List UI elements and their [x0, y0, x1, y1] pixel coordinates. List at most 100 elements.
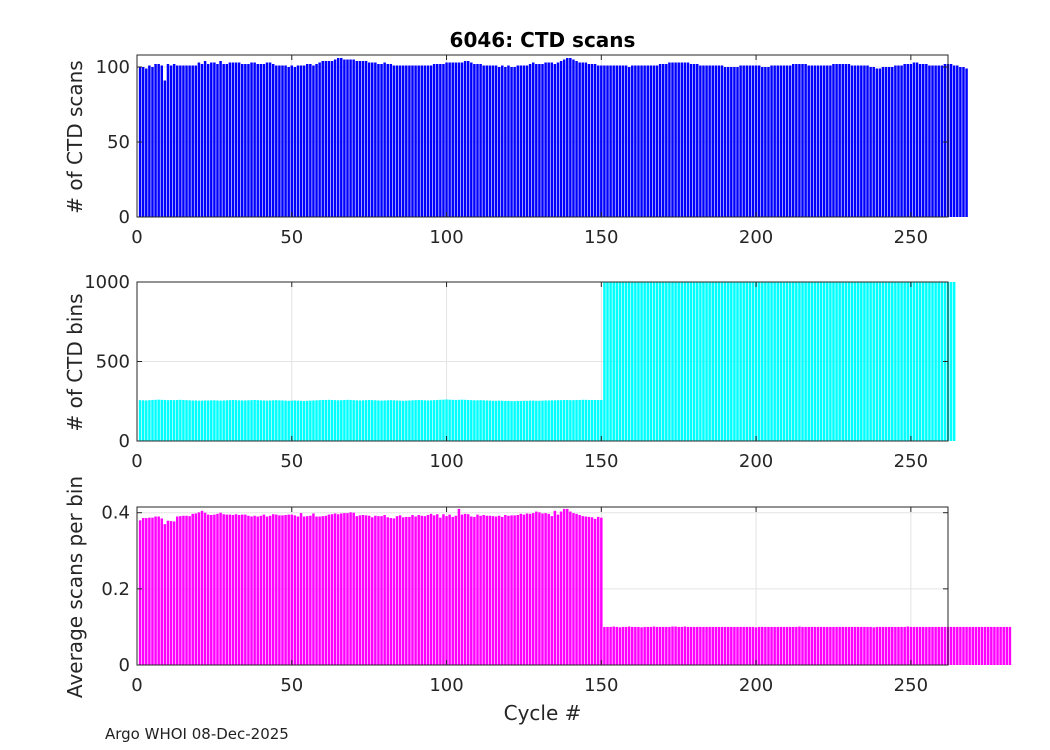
avg-scans-per-bin-bar: [259, 515, 263, 665]
ctd-bins-bar: [340, 400, 343, 441]
ctd-bins-bar: [401, 400, 405, 441]
ctd-scans-bar: [358, 61, 362, 217]
avg-scans-per-bin-bar: [538, 512, 541, 665]
avg-scans-per-bin-bar: [596, 516, 600, 665]
avg-scans-per-bin-bar: [674, 626, 677, 665]
ctd-bins-bar: [906, 282, 909, 441]
ctd-scans-bar: [813, 65, 817, 217]
ctd-bins-bar: [813, 282, 817, 441]
ctd-scans-bar: [395, 65, 399, 217]
ctd-scans-bar: [903, 64, 906, 217]
ctd-scans-bar: [652, 65, 656, 217]
avg-scans-per-bin-bar: [733, 626, 736, 665]
ctd-scans-bar: [479, 64, 482, 217]
avg-scans-per-bin-bar: [578, 515, 581, 665]
ctd-scans-bar: [513, 67, 516, 217]
avg-scans-per-bin-bar: [460, 514, 464, 665]
avg-scans-per-bin-bar: [185, 515, 188, 665]
avg-scans-per-bin-bar: [485, 515, 489, 665]
avg-scans-per-bin-bar: [869, 626, 872, 665]
avg-scans-per-bin-bar: [677, 626, 680, 665]
avg-scans-per-bin-bar: [411, 515, 414, 665]
ctd-bins-bar: [408, 400, 411, 441]
avg-scans-per-bin-bar: [934, 626, 937, 665]
avg-scans-per-bin-bar: [541, 513, 544, 665]
avg-scans-per-bin-bar: [138, 520, 142, 665]
ctd-bins-bar: [652, 282, 656, 441]
avg-scans-per-bin-bar: [968, 626, 971, 665]
avg-scans-per-bin-bar: [915, 626, 919, 665]
ctd-scans-bar: [791, 64, 795, 217]
ctd-scans-bar: [637, 65, 640, 217]
avg-scans-per-bin-xtick-label: 250: [894, 675, 928, 696]
ctd-scans-bar: [959, 67, 962, 217]
ctd-scans-bar: [333, 59, 337, 217]
ctd-bins-bar: [439, 399, 442, 441]
ctd-bins-bar: [751, 282, 755, 441]
ctd-bins-bar: [702, 282, 705, 441]
avg-scans-per-bin-bar: [593, 518, 597, 665]
avg-scans-per-bin-bar: [197, 512, 201, 665]
ctd-scans-bar: [485, 65, 489, 217]
ctd-scans-bar: [918, 64, 922, 217]
ctd-scans-bar: [516, 65, 519, 217]
ctd-bins-bar: [138, 400, 142, 441]
avg-scans-per-bin-bar: [349, 512, 352, 665]
avg-scans-per-bin-ylabel: Average scans per bin: [63, 476, 87, 698]
ctd-scans-bar: [457, 62, 461, 217]
avg-scans-per-bin-bar: [745, 626, 749, 665]
ctd-scans-bar: [306, 64, 309, 217]
avg-scans-per-bin-bar: [872, 627, 875, 665]
avg-scans-per-bin-bar: [584, 516, 588, 665]
ctd-scans-bar: [401, 65, 405, 217]
ctd-bins-bar: [708, 282, 711, 441]
ctd-scans-bar: [185, 65, 188, 217]
avg-scans-per-bin-bar: [535, 511, 538, 665]
ctd-bins-bar: [692, 282, 696, 441]
avg-scans-per-bin-bar: [977, 626, 981, 665]
ctd-scans-bar: [148, 65, 151, 217]
avg-scans-per-bin-bar: [423, 516, 427, 665]
avg-scans-per-bin-bar: [479, 515, 482, 665]
ctd-scans-bar: [145, 68, 148, 217]
ctd-bins-bar: [541, 400, 544, 441]
avg-scans-per-bin-bar: [683, 626, 687, 665]
ctd-bins-bar: [615, 282, 619, 441]
avg-scans-per-bin-bar: [736, 626, 739, 665]
ctd-scans-bar: [850, 65, 854, 217]
ctd-bins-bar: [726, 282, 730, 441]
ctd-scans-bar: [671, 62, 674, 217]
ctd-scans-bar: [634, 65, 637, 217]
avg-scans-per-bin-bar: [581, 516, 584, 665]
ctd-bins-bar: [411, 400, 414, 441]
ctd-bins-bar: [451, 399, 454, 441]
avg-scans-per-bin-bar: [364, 515, 368, 665]
avg-scans-per-bin-bar: [739, 626, 742, 665]
avg-scans-per-bin-bar: [497, 515, 501, 665]
ctd-bins-bar: [355, 400, 359, 441]
ctd-scans-bar: [569, 58, 572, 217]
avg-scans-per-bin-bar: [463, 513, 467, 665]
ctd-scans-ylabel: # of CTD scans: [63, 60, 87, 213]
avg-scans-per-bin-axes-box: [136, 506, 949, 666]
ctd-bins-bar: [767, 282, 770, 441]
ctd-scans-bar: [748, 65, 752, 217]
ctd-scans-bar: [696, 64, 699, 217]
ctd-scans-bar: [398, 65, 402, 217]
ctd-scans-bar: [176, 65, 179, 217]
ctd-scans-bar: [686, 62, 690, 217]
avg-scans-per-bin-bar: [454, 515, 458, 665]
ctd-scans-bar: [544, 62, 547, 217]
ctd-bins-bar: [714, 282, 718, 441]
avg-scans-per-bin-bar: [680, 626, 684, 665]
ctd-bins-bar: [791, 282, 795, 441]
ctd-bins-bar: [637, 282, 640, 441]
ctd-scans-bar: [807, 65, 810, 217]
ctd-scans-bar: [708, 65, 711, 217]
avg-scans-per-bin-bar: [646, 626, 649, 665]
avg-scans-per-bin-bar: [206, 514, 210, 665]
avg-scans-per-bin-bar: [386, 517, 389, 665]
ctd-bins-bar: [773, 282, 776, 441]
ctd-bins-bar: [290, 400, 294, 441]
avg-scans-per-bin-bar: [671, 626, 674, 665]
